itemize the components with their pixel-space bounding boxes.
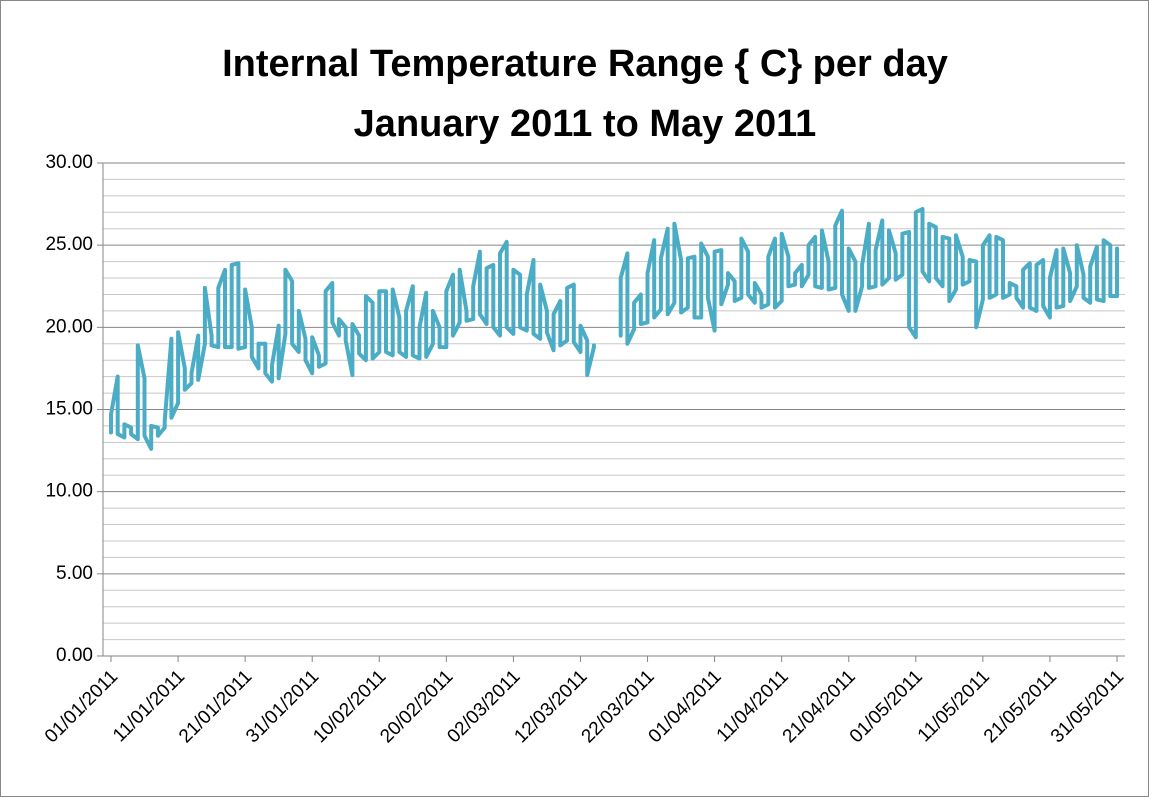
- data-line: [109, 239, 596, 451]
- y-tick-label: 10.00: [45, 481, 93, 502]
- y-tick-label: 25.00: [45, 234, 93, 255]
- y-tick-label: 5.00: [56, 563, 93, 584]
- y-tick-label: 30.00: [45, 152, 93, 173]
- data-line: [618, 207, 1119, 346]
- y-tick-label: 0.00: [56, 645, 93, 666]
- y-tick-label: 20.00: [45, 316, 93, 337]
- chart-subtitle: January 2011 to May 2011: [354, 103, 817, 145]
- y-tick-label: 15.00: [45, 399, 93, 420]
- chart-title: Internal Temperature Range { C} per day: [222, 43, 948, 85]
